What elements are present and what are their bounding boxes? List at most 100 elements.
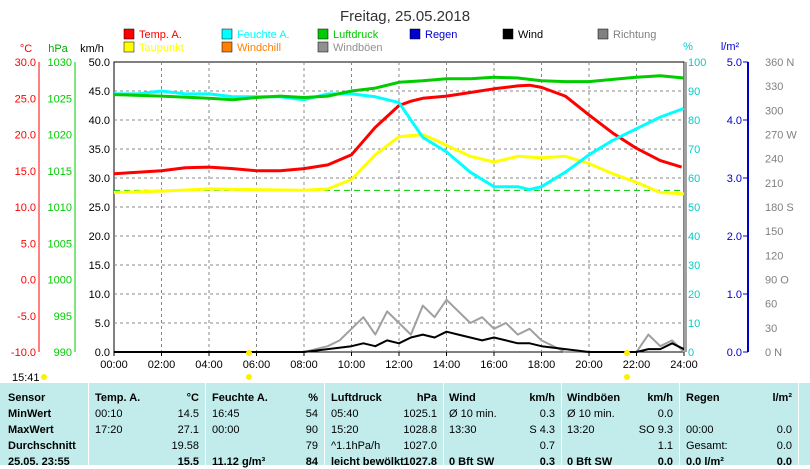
table-cell-temp-val: 19.58 [171, 440, 199, 452]
direction-tick-label: 330 [765, 81, 783, 93]
header-pressure-unit: hPa [416, 392, 437, 404]
wind-tick-label: 35.0 [89, 144, 110, 156]
x-tick-label: 06:00 [243, 359, 271, 371]
table-cell-rain-val: 0.0 [776, 424, 792, 436]
table-cell-gust-val: 0.0 [657, 408, 673, 420]
series-line [113, 83, 683, 176]
direction-tick-label: 270 W [765, 130, 797, 142]
pressure-tick-label: 1010 [48, 202, 72, 214]
sun-marker [246, 350, 252, 356]
humidity-tick-label: 10 [688, 318, 700, 330]
chart-title: Freitag, 25.05.2018 [340, 8, 470, 25]
direction-tick-label: 90 O [765, 275, 789, 287]
pressure-tick-label: 990 [54, 347, 72, 359]
table-cell-press-time: 05:40 [331, 408, 359, 420]
humidity-tick-label: 0 [688, 347, 694, 359]
table-cell-press-val: 1027.8 [403, 456, 437, 468]
table-cell-wind-time: 13:30 [449, 424, 477, 436]
grid [114, 62, 684, 352]
rain-tick-label: 1.0 [727, 289, 742, 301]
temp-tick-label: 5.0 [21, 238, 36, 250]
direction-tick-label: 180 S [765, 202, 794, 214]
table-cell-rain-val: 0.0 [776, 456, 792, 468]
x-tick-label: 22:00 [623, 359, 651, 371]
direction-tick-label: 60 [765, 299, 777, 311]
x-tick-label: 24:00 [670, 359, 698, 371]
table-cell-wind-val: S 4.3 [529, 424, 555, 436]
legend-label: Luftdruck [333, 29, 379, 41]
x-tick-label: 08:00 [290, 359, 318, 371]
legend-label: Feuchte A. [237, 29, 290, 41]
table-cell-temp-time: 17:20 [95, 424, 123, 436]
temp-tick-label: 30.0 [15, 57, 36, 69]
header-gust-unit: km/h [647, 392, 673, 404]
table-cell-temp-val: 27.1 [177, 424, 199, 436]
table-cell-wind-val: 0.3 [539, 408, 555, 420]
table-cell-temp-time: 00:10 [95, 408, 123, 420]
table-cell-press-val: 1027.0 [403, 440, 437, 452]
direction-tick-label: 210 [765, 178, 783, 190]
direction-tick-label: 30 [765, 323, 777, 335]
wind-tick-label: 15.0 [89, 260, 110, 272]
table-cell-wind-val: 0.3 [539, 456, 555, 468]
rain-tick-label: 3.0 [727, 173, 742, 185]
wind-tick-label: 0.0 [95, 347, 110, 359]
axis-units: °C hPa km/h % l/m² [20, 41, 740, 55]
legend-swatch [123, 41, 135, 53]
legend-label: Regen [425, 29, 457, 41]
x-tick-label: 16:00 [480, 359, 508, 371]
direction-tick-label: 360 N [765, 57, 794, 69]
pressure-tick-label: 1000 [48, 275, 72, 287]
direction-tick-label: 0 N [765, 347, 782, 359]
stats-table: Sensor Temp. A. °C Feuchte A. % Luftdruc… [0, 383, 810, 468]
table-cell-label: Durchschnitt [8, 440, 76, 452]
x-tick-label: 12:00 [385, 359, 413, 371]
temp-tick-label: 0.0 [21, 275, 36, 287]
sun-marker [624, 350, 630, 356]
humidity-tick-label: 40 [688, 231, 700, 243]
rain-tick-label: 4.0 [727, 115, 742, 127]
table-cell-label: MaxWert [8, 424, 54, 436]
x-tick-label: 10:00 [338, 359, 366, 371]
table-cell-temp-val: 15.5 [177, 456, 199, 468]
temp-tick-label: 25.0 [15, 93, 36, 105]
header-temp-unit: °C [186, 392, 199, 404]
table-cell-gust-val: SO 9.3 [638, 424, 673, 436]
header-rain-unit: l/m² [772, 392, 792, 404]
x-tick-label: 02:00 [148, 359, 176, 371]
legend-label: Windböen [333, 42, 383, 54]
temp-tick-label: 20.0 [15, 130, 36, 142]
rain-tick-label: 5.0 [727, 57, 742, 69]
table-cell-press-val: 1025.1 [403, 408, 437, 420]
wind-tick-label: 45.0 [89, 86, 110, 98]
weather-chart: Freitag, 25.05.2018 Temp. A. Feuchte A. Lu… [10, 8, 798, 383]
x-tick-label: 18:00 [528, 359, 556, 371]
header-wind: Wind [449, 392, 476, 404]
humidity-tick-label: 80 [688, 115, 700, 127]
rain-tick-label: 0.0 [727, 347, 742, 359]
humidity-tick-label: 60 [688, 173, 700, 185]
humidity-tick-label: 50 [688, 202, 700, 214]
temp-tick-label: -10.0 [11, 347, 36, 359]
legend-swatch [317, 28, 329, 40]
pressure-tick-label: 1015 [48, 166, 72, 178]
pressure-tick-label: 1020 [48, 130, 72, 142]
legend-swatch [317, 41, 329, 53]
temp-unit-label: °C [20, 43, 32, 55]
table-cell-hum-val: 90 [305, 424, 318, 436]
table-cell-rain-time: 0.0 l/m² [686, 456, 724, 468]
wind-tick-label: 30.0 [89, 173, 110, 185]
header-temp: Temp. A. [95, 392, 141, 404]
table-cell-gust-time: 13:20 [567, 424, 595, 436]
temp-tick-label: -5.0 [17, 311, 36, 323]
sun-marker [246, 374, 252, 380]
rain-tick-label: 2.0 [727, 231, 742, 243]
direction-tick-label: 300 [765, 105, 783, 117]
series-layer [113, 74, 685, 353]
table-cell-gust-val: 1.1 [657, 440, 673, 452]
table-cell-wind-val: 0.7 [539, 440, 555, 452]
humidity-tick-label: 70 [688, 144, 700, 156]
pressure-tick-label: 995 [54, 311, 72, 323]
legend-label: Temp. A. [139, 29, 182, 41]
pressure-tick-label: 1025 [48, 93, 72, 105]
